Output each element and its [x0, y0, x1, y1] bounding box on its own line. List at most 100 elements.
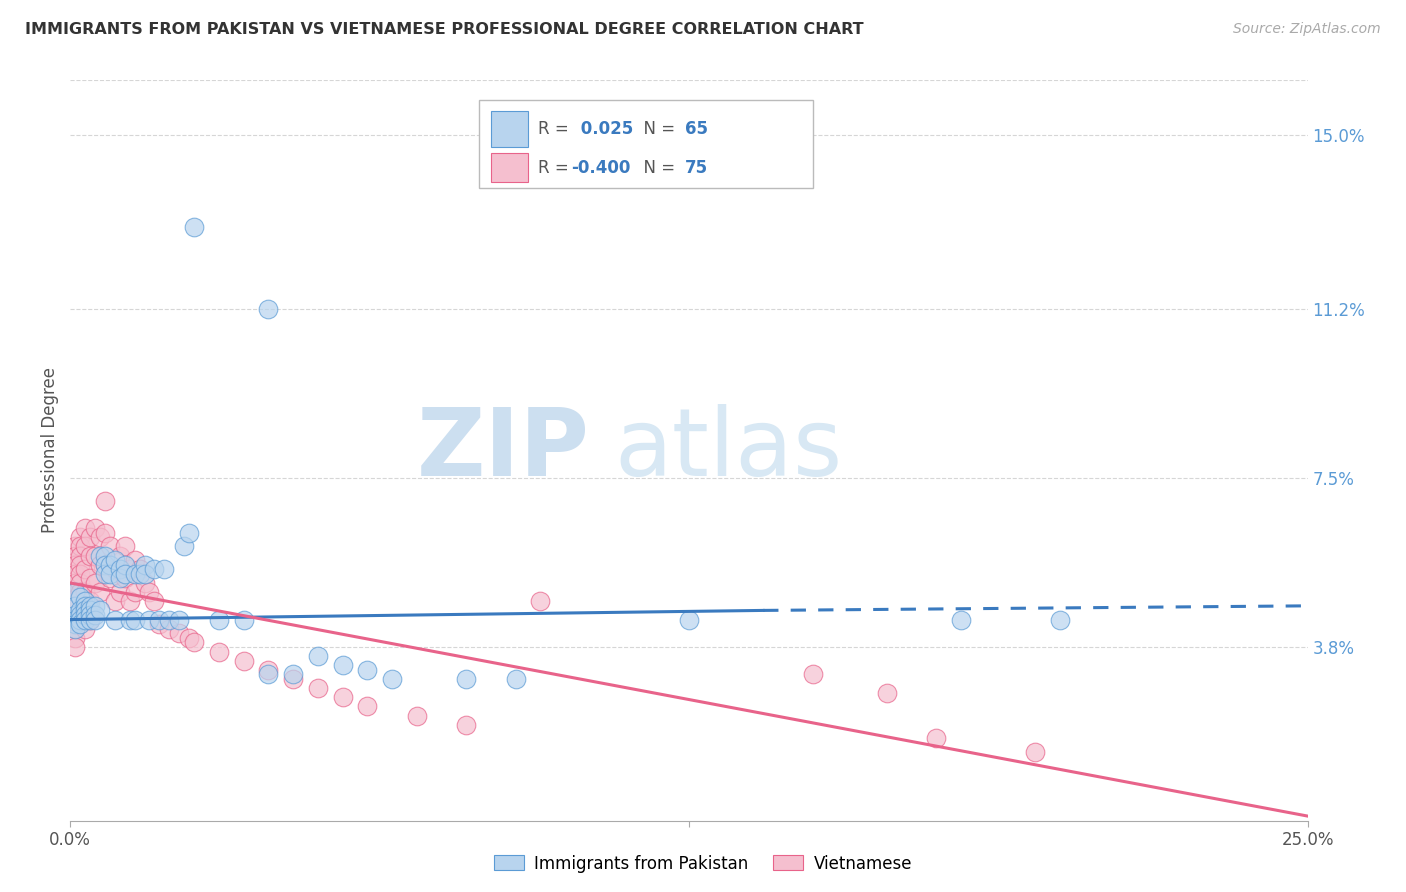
- Point: [456, 672, 478, 686]
- Point: [89, 558, 111, 572]
- Point: [173, 540, 195, 554]
- Point: [79, 603, 101, 617]
- Point: [405, 708, 427, 723]
- Point: [65, 631, 87, 645]
- Point: [79, 530, 101, 544]
- Text: -0.400: -0.400: [571, 159, 631, 177]
- Point: [167, 626, 190, 640]
- Point: [208, 644, 231, 658]
- Point: [69, 558, 91, 572]
- Point: [456, 717, 478, 731]
- Point: [801, 667, 824, 681]
- FancyBboxPatch shape: [478, 100, 813, 187]
- Point: [104, 562, 127, 576]
- Point: [124, 553, 146, 567]
- Point: [75, 607, 97, 622]
- Point: [79, 607, 101, 622]
- Point: [65, 599, 87, 613]
- Point: [94, 558, 117, 572]
- Point: [128, 562, 150, 576]
- Point: [177, 631, 200, 645]
- Point: [69, 603, 91, 617]
- Point: [69, 613, 91, 627]
- Point: [232, 654, 254, 668]
- Point: [75, 585, 97, 599]
- Point: [183, 635, 205, 649]
- Point: [381, 672, 404, 686]
- Point: [177, 525, 200, 540]
- Point: [1024, 745, 1046, 759]
- Point: [332, 658, 354, 673]
- Point: [75, 599, 97, 613]
- Point: [153, 562, 176, 576]
- Point: [94, 525, 117, 540]
- Point: [79, 571, 101, 585]
- Point: [138, 585, 160, 599]
- FancyBboxPatch shape: [491, 153, 529, 183]
- Point: [332, 690, 354, 705]
- Point: [75, 622, 97, 636]
- Point: [148, 617, 170, 632]
- Point: [65, 622, 87, 636]
- Point: [84, 521, 107, 535]
- Point: [65, 617, 87, 632]
- Point: [124, 585, 146, 599]
- Point: [678, 613, 700, 627]
- Point: [134, 576, 156, 591]
- Point: [79, 594, 101, 608]
- Point: [75, 603, 97, 617]
- Point: [356, 663, 378, 677]
- Legend: Immigrants from Pakistan, Vietnamese: Immigrants from Pakistan, Vietnamese: [488, 848, 918, 880]
- Point: [257, 663, 280, 677]
- Point: [75, 594, 97, 608]
- Point: [108, 549, 131, 563]
- Point: [75, 613, 97, 627]
- Text: Source: ZipAtlas.com: Source: ZipAtlas.com: [1233, 22, 1381, 37]
- Point: [65, 640, 87, 654]
- Point: [84, 549, 107, 563]
- Point: [94, 566, 117, 581]
- Point: [65, 613, 87, 627]
- Point: [94, 558, 117, 572]
- Point: [307, 681, 329, 695]
- Text: N =: N =: [633, 159, 681, 177]
- Point: [356, 699, 378, 714]
- Text: R =: R =: [538, 120, 574, 138]
- Point: [104, 594, 127, 608]
- Point: [157, 613, 180, 627]
- Point: [925, 731, 948, 746]
- Point: [75, 562, 97, 576]
- Point: [529, 594, 551, 608]
- Point: [69, 540, 91, 554]
- Point: [65, 599, 87, 613]
- Text: N =: N =: [633, 120, 681, 138]
- Point: [98, 558, 121, 572]
- Point: [79, 599, 101, 613]
- Text: IMMIGRANTS FROM PAKISTAN VS VIETNAMESE PROFESSIONAL DEGREE CORRELATION CHART: IMMIGRANTS FROM PAKISTAN VS VIETNAMESE P…: [25, 22, 863, 37]
- Point: [167, 613, 190, 627]
- Point: [84, 576, 107, 591]
- Point: [148, 613, 170, 627]
- Point: [104, 553, 127, 567]
- Point: [75, 521, 97, 535]
- Point: [157, 622, 180, 636]
- Point: [69, 576, 91, 591]
- Text: 0.025: 0.025: [575, 120, 633, 138]
- Point: [69, 530, 91, 544]
- Point: [84, 599, 107, 613]
- Point: [69, 613, 91, 627]
- Point: [108, 585, 131, 599]
- Point: [65, 585, 87, 599]
- Point: [281, 667, 304, 681]
- Point: [143, 562, 166, 576]
- Point: [114, 558, 136, 572]
- Point: [257, 301, 280, 316]
- Point: [118, 594, 141, 608]
- Point: [124, 566, 146, 581]
- Point: [208, 613, 231, 627]
- Point: [505, 672, 527, 686]
- Point: [143, 594, 166, 608]
- Point: [65, 549, 87, 563]
- Point: [65, 622, 87, 636]
- Point: [75, 540, 97, 554]
